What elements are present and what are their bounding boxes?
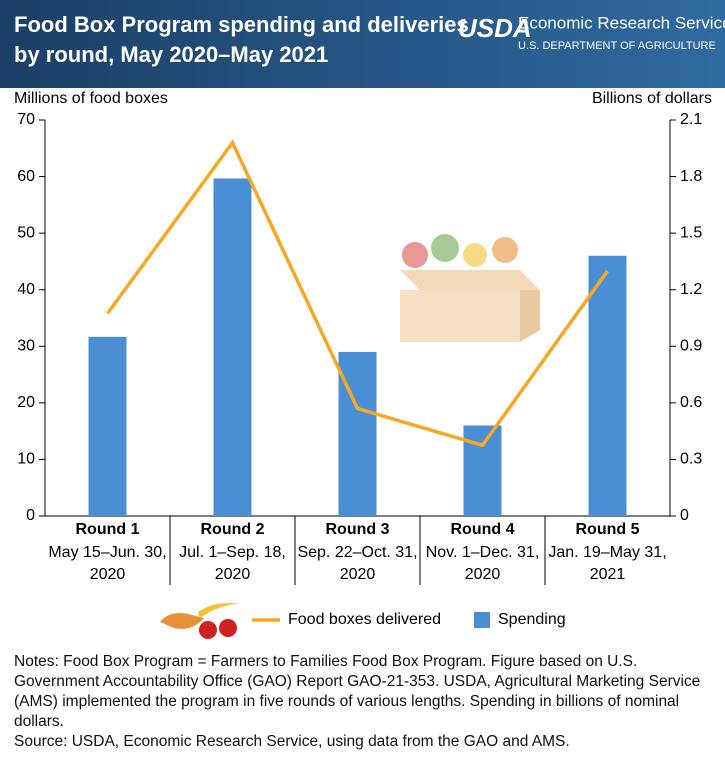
x-tick-label: Round 3 — [326, 521, 390, 538]
legend-produce — [160, 613, 204, 629]
y-tick-label: 0 — [26, 507, 35, 524]
x-tick-label: Round 4 — [451, 521, 515, 538]
legend-label: Spending — [498, 611, 566, 628]
x-tick-sublabel: 2020 — [90, 566, 126, 583]
x-tick-label: Round 2 — [201, 521, 265, 538]
header-band — [0, 0, 725, 88]
y-tick-label: 60 — [17, 168, 35, 185]
y2-tick-label: 0.9 — [680, 338, 702, 355]
legend-label: Food boxes delivered — [288, 611, 441, 628]
legend-produce — [199, 621, 217, 639]
food-box-illustration — [400, 234, 540, 342]
x-tick-sublabel: Jan. 19–May 31, — [548, 544, 666, 561]
x-tick-sublabel: May 15–Jun. 30, — [48, 544, 166, 561]
y-tick-label: 70 — [17, 111, 35, 128]
y-tick-label: 40 — [17, 281, 35, 298]
bar — [463, 425, 502, 516]
bar — [588, 255, 627, 516]
y-axis-label: Millions of food boxes — [14, 90, 168, 107]
y2-tick-label: 1.2 — [680, 281, 702, 298]
logo: USDA — [458, 13, 532, 43]
bar — [213, 178, 252, 516]
y-tick-label: 50 — [17, 224, 35, 241]
y2-tick-label: 2.1 — [680, 111, 702, 128]
source-text: Source: USDA, Economic Research Service,… — [14, 733, 570, 750]
x-tick-sublabel: Jul. 1–Sep. 18, — [179, 544, 286, 561]
y-tick-label: 20 — [17, 394, 35, 411]
x-tick-sublabel: 2021 — [590, 566, 626, 583]
y2-tick-label: 0.3 — [680, 451, 702, 468]
y2-tick-label: 1.5 — [680, 224, 702, 241]
legend-swatch — [474, 612, 490, 628]
x-tick-sublabel: 2020 — [340, 566, 376, 583]
y-tick-label: 30 — [17, 338, 35, 355]
notes-text: Notes: Food Box Program = Farmers to Fam… — [14, 653, 701, 730]
y2-tick-label: 0.6 — [680, 394, 702, 411]
y2-tick-label: 0 — [680, 507, 689, 524]
x-tick-sublabel: Sep. 22–Oct. 31, — [297, 544, 417, 561]
x-tick-label: Round 1 — [76, 521, 140, 538]
legend-produce — [219, 619, 237, 637]
y2-axis-label: Billions of dollars — [592, 90, 712, 107]
line — [106, 139, 609, 448]
notes: Notes: Food Box Program = Farmers to Fam… — [14, 652, 714, 752]
y2-tick-label: 1.8 — [680, 168, 702, 185]
y-tick-label: 10 — [17, 451, 35, 468]
x-tick-sublabel: 2020 — [215, 566, 251, 583]
legend-produce — [198, 603, 240, 618]
x-tick-label: Round 5 — [576, 521, 640, 538]
x-tick-sublabel: 2020 — [465, 566, 501, 583]
org-name: Economic Research Service — [518, 13, 725, 32]
chart-title: Food Box Program spending and deliveries — [14, 12, 469, 37]
bar — [88, 336, 127, 516]
x-tick-sublabel: Nov. 1–Dec. 31, — [426, 544, 540, 561]
dept-name: U.S. DEPARTMENT OF AGRICULTURE — [518, 40, 716, 52]
chart-title: by round, May 2020–May 2021 — [14, 42, 328, 67]
